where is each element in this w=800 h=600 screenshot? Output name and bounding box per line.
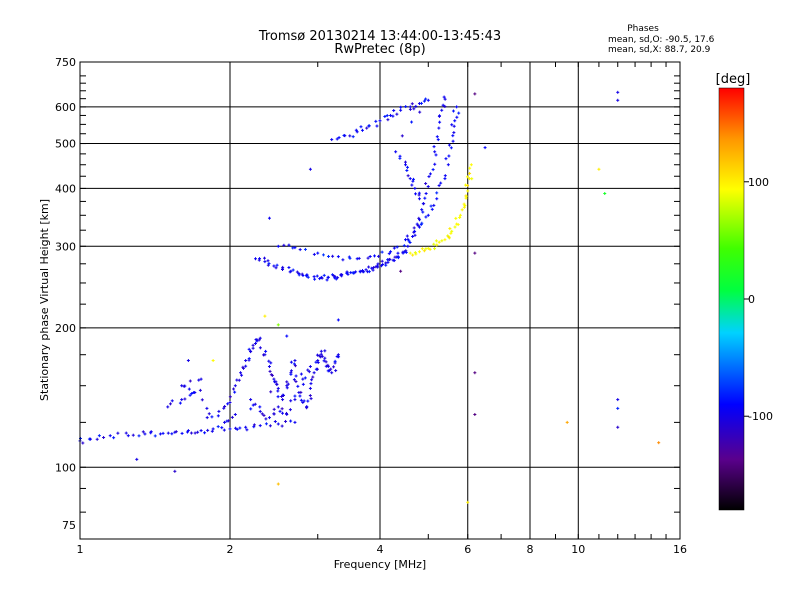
- x-tick-label: 10: [571, 543, 585, 556]
- grid-lines: [80, 62, 680, 539]
- colorbar-label: [deg]: [716, 72, 751, 87]
- colorbar-tick-label: 100: [748, 176, 769, 189]
- colorbar-ticks: 100 0 -100: [744, 176, 773, 423]
- colorbar-tick-label: -100: [748, 410, 773, 423]
- legend-line-o: mean, sd,O: -90.5, 17.6: [608, 35, 715, 45]
- y-axis-label: Stationary phase Virtual Height [km]: [38, 199, 51, 401]
- axis-ticks: 1 2 4 6 8 10 16 75 100 200 300 400 500 600 750: [55, 56, 687, 556]
- data-points: [78, 90, 661, 504]
- chart-title: Tromsø 20130214 13:44:00-13:45:43: [258, 29, 501, 44]
- colorbar: [718, 87, 745, 511]
- x-tick-label: 1: [77, 543, 84, 556]
- y-tick-label: 75: [62, 519, 76, 532]
- y-tick-label: 400: [55, 182, 76, 195]
- x-tick-label: 6: [464, 543, 471, 556]
- x-tick-label: 4: [377, 543, 384, 556]
- chart-subtitle: RwPretec (8p): [334, 42, 425, 57]
- y-tick-label: 600: [55, 101, 76, 114]
- y-tick-label: 300: [55, 240, 76, 253]
- legend-line-x: mean, sd,X: 88.7, 20.9: [608, 45, 711, 55]
- legend-title: Phases: [627, 24, 659, 34]
- x-tick-label: 2: [227, 543, 234, 556]
- x-axis-label: Frequency [MHz]: [334, 558, 426, 571]
- y-tick-label: 500: [55, 138, 76, 151]
- y-tick-label: 100: [55, 461, 76, 474]
- x-tick-label: 16: [673, 543, 687, 556]
- y-tick-label: 750: [55, 56, 76, 69]
- y-tick-label: 200: [55, 322, 76, 335]
- colorbar-tick-label: 0: [748, 293, 755, 306]
- x-tick-label: 8: [527, 543, 534, 556]
